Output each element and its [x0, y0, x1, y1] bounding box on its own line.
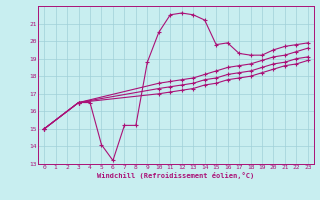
- X-axis label: Windchill (Refroidissement éolien,°C): Windchill (Refroidissement éolien,°C): [97, 172, 255, 179]
